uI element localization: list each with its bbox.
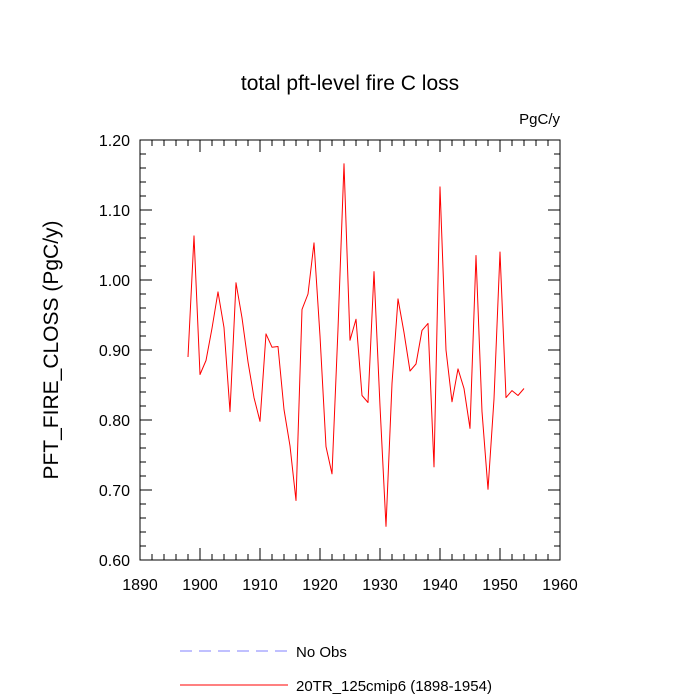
series-line-0 [187, 163, 525, 527]
y-tick-label: 0.80 [99, 413, 130, 430]
x-tick-label: 1920 [302, 577, 338, 594]
x-tick-label: 1960 [542, 577, 578, 594]
axis-tick-labels: 1890 1900 1910 1920 1930 1940 1950 1960 0.60 0.70… [99, 133, 578, 594]
chart-title: total pft-level fire C loss [241, 72, 459, 95]
axis-ticks [139, 139, 561, 561]
series-lines [187, 163, 525, 527]
y-tick-label: 1.00 [99, 273, 130, 290]
y-tick-label: 0.70 [99, 483, 130, 500]
x-tick-label: 1940 [422, 577, 458, 594]
legend: No Obs 20TR_125cmip6 (1898-1954) [180, 644, 492, 695]
x-tick-label: 1950 [482, 577, 518, 594]
y-tick-label: 0.60 [99, 553, 130, 570]
y-tick-label: 0.90 [99, 343, 130, 360]
x-tick-label: 1890 [122, 577, 158, 594]
legend-label-0: No Obs [296, 644, 347, 661]
y-tick-label: 1.10 [99, 203, 130, 220]
units-label: PgC/y [519, 111, 560, 128]
plot-frame [139, 139, 561, 561]
x-tick-label: 1930 [362, 577, 398, 594]
y-tick-label: 1.20 [99, 133, 130, 150]
x-tick-label: 1910 [242, 577, 278, 594]
x-tick-label: 1900 [182, 577, 218, 594]
y-axis-label: PFT_FIRE_CLOSS (PgC/y) [40, 220, 63, 479]
legend-label-1: 20TR_125cmip6 (1898-1954) [296, 678, 492, 695]
